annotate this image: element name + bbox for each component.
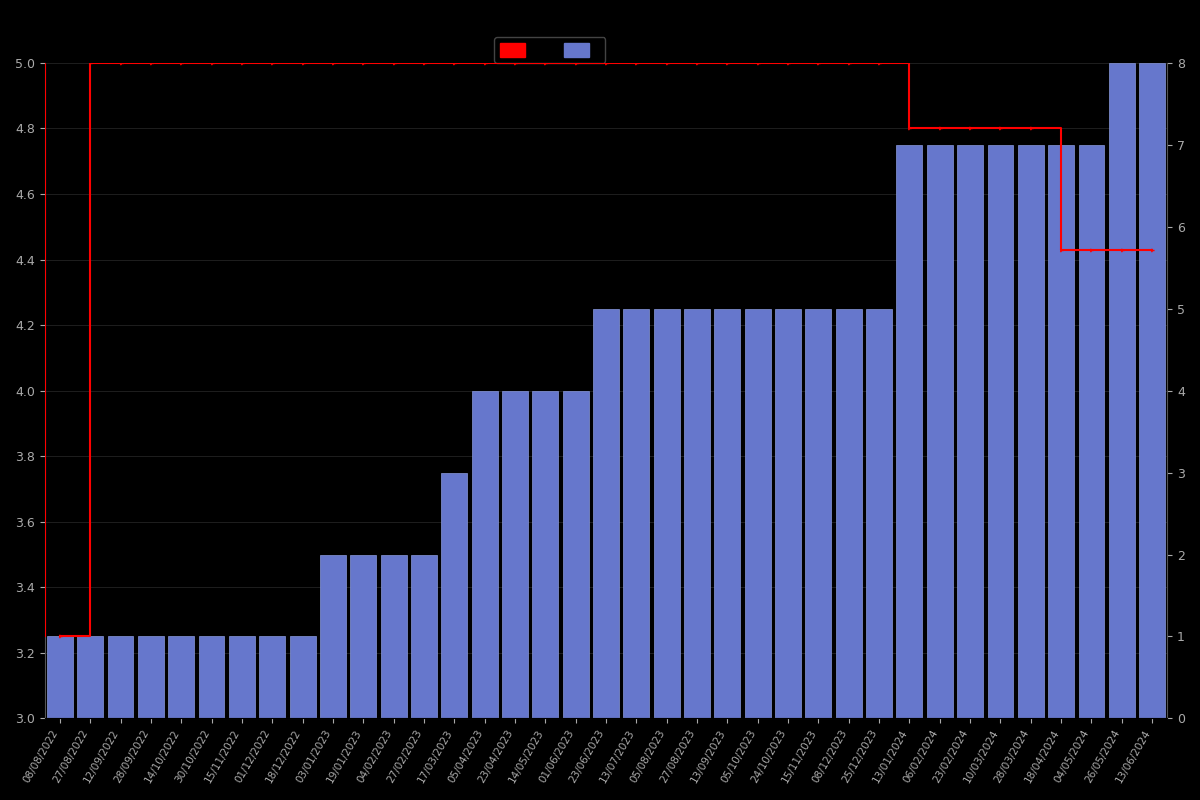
Bar [289,637,316,800]
Bar [563,390,588,800]
Bar [775,309,800,800]
Bar [380,554,407,800]
Bar [988,145,1013,800]
Bar [805,309,832,800]
Bar [896,145,923,800]
Bar [472,390,498,800]
Bar [866,309,892,800]
Bar [714,309,740,800]
Bar [958,145,983,800]
Bar [502,390,528,800]
Bar [320,554,346,800]
Bar [442,473,467,800]
Legend: , : , [494,37,606,63]
Bar [47,637,73,800]
Bar [108,637,133,800]
Bar [1109,63,1135,800]
Bar [593,309,619,800]
Bar [684,309,710,800]
Bar [745,309,770,800]
Bar [412,554,437,800]
Bar [926,145,953,800]
Bar [1139,63,1165,800]
Bar [229,637,254,800]
Bar [199,637,224,800]
Bar [1079,145,1104,800]
Bar [654,309,679,800]
Bar [624,309,649,800]
Bar [77,637,103,800]
Bar [1048,145,1074,800]
Bar [836,309,862,800]
Bar [259,637,286,800]
Bar [350,554,376,800]
Bar [168,637,194,800]
Bar [533,390,558,800]
Bar [138,637,164,800]
Bar [1018,145,1044,800]
